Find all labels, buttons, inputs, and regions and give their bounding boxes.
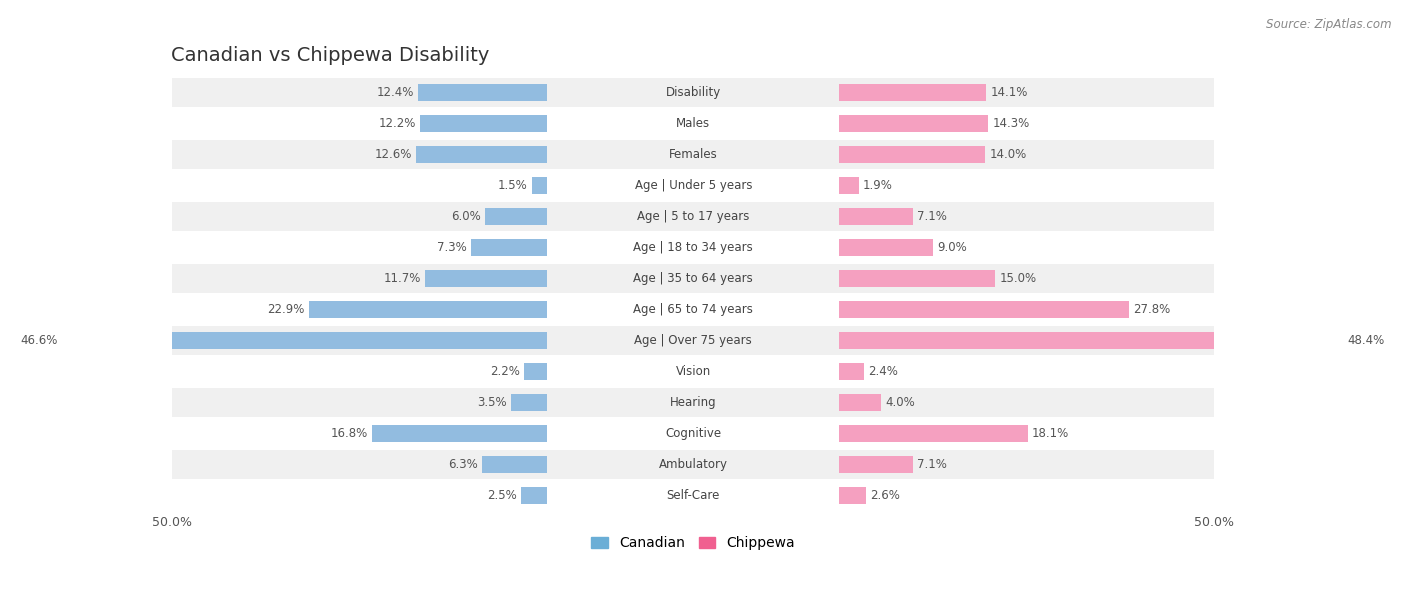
Bar <box>420 115 547 132</box>
Bar <box>839 394 880 411</box>
Bar <box>522 487 547 504</box>
Bar <box>471 239 547 256</box>
Bar <box>309 301 547 318</box>
Text: Age | 35 to 64 years: Age | 35 to 64 years <box>633 272 754 285</box>
Text: 2.6%: 2.6% <box>870 489 900 502</box>
Text: 12.4%: 12.4% <box>377 86 413 99</box>
Text: Vision: Vision <box>676 365 711 378</box>
Text: Age | 5 to 17 years: Age | 5 to 17 years <box>637 210 749 223</box>
Text: Males: Males <box>676 118 710 130</box>
Bar <box>173 356 1215 387</box>
Bar <box>839 425 1028 442</box>
Text: 9.0%: 9.0% <box>936 241 967 254</box>
Bar <box>173 232 1215 263</box>
Bar <box>173 449 1215 480</box>
Text: 6.3%: 6.3% <box>447 458 478 471</box>
Bar <box>173 418 1215 449</box>
Bar <box>373 425 547 442</box>
Bar <box>173 294 1215 325</box>
Text: Cognitive: Cognitive <box>665 427 721 440</box>
Text: 4.0%: 4.0% <box>884 396 915 409</box>
Bar <box>839 270 995 287</box>
Text: 7.1%: 7.1% <box>917 458 948 471</box>
Bar <box>418 84 547 101</box>
Text: 12.6%: 12.6% <box>374 148 412 161</box>
Text: Age | Over 75 years: Age | Over 75 years <box>634 334 752 347</box>
Bar <box>173 139 1215 170</box>
Text: 27.8%: 27.8% <box>1133 303 1170 316</box>
Text: 12.2%: 12.2% <box>378 118 416 130</box>
Bar <box>173 77 1215 108</box>
Text: 2.2%: 2.2% <box>491 365 520 378</box>
Bar <box>839 239 934 256</box>
Bar <box>173 387 1215 418</box>
Bar <box>839 487 866 504</box>
Text: Age | 18 to 34 years: Age | 18 to 34 years <box>633 241 754 254</box>
Bar <box>510 394 547 411</box>
Bar <box>173 325 1215 356</box>
Bar <box>173 201 1215 232</box>
Text: 14.3%: 14.3% <box>993 118 1029 130</box>
Text: 15.0%: 15.0% <box>1000 272 1036 285</box>
Text: 14.0%: 14.0% <box>990 148 1026 161</box>
Bar <box>531 177 547 194</box>
Text: 22.9%: 22.9% <box>267 303 305 316</box>
Bar <box>839 363 865 380</box>
Bar <box>839 177 859 194</box>
Bar <box>426 270 547 287</box>
Text: 6.0%: 6.0% <box>451 210 481 223</box>
Bar <box>482 456 547 472</box>
Text: 16.8%: 16.8% <box>330 427 368 440</box>
Bar <box>839 301 1129 318</box>
Text: Source: ZipAtlas.com: Source: ZipAtlas.com <box>1267 18 1392 31</box>
Text: 46.6%: 46.6% <box>20 334 58 347</box>
Text: 1.5%: 1.5% <box>498 179 527 192</box>
Bar <box>839 208 912 225</box>
Text: Ambulatory: Ambulatory <box>659 458 728 471</box>
Text: 2.4%: 2.4% <box>869 365 898 378</box>
Text: 2.5%: 2.5% <box>488 489 517 502</box>
Text: 48.4%: 48.4% <box>1348 334 1385 347</box>
Bar <box>173 170 1215 201</box>
Bar <box>524 363 547 380</box>
Text: Age | Under 5 years: Age | Under 5 years <box>634 179 752 192</box>
Text: 3.5%: 3.5% <box>477 396 506 409</box>
Text: Canadian vs Chippewa Disability: Canadian vs Chippewa Disability <box>172 46 489 65</box>
Bar <box>173 263 1215 294</box>
Bar <box>839 115 988 132</box>
Text: 1.9%: 1.9% <box>863 179 893 192</box>
Bar <box>839 332 1344 349</box>
Text: Age | 65 to 74 years: Age | 65 to 74 years <box>633 303 754 316</box>
Text: 18.1%: 18.1% <box>1032 427 1069 440</box>
Text: Hearing: Hearing <box>669 396 717 409</box>
Legend: Canadian, Chippewa: Canadian, Chippewa <box>586 531 801 556</box>
Text: 7.1%: 7.1% <box>917 210 948 223</box>
Bar <box>839 84 986 101</box>
Text: Disability: Disability <box>665 86 721 99</box>
Text: 14.1%: 14.1% <box>990 86 1028 99</box>
Bar <box>173 480 1215 510</box>
Bar <box>485 208 547 225</box>
Bar <box>416 146 547 163</box>
Text: Females: Females <box>669 148 717 161</box>
Bar <box>173 108 1215 139</box>
Text: 11.7%: 11.7% <box>384 272 422 285</box>
Text: 7.3%: 7.3% <box>437 241 467 254</box>
Text: Self-Care: Self-Care <box>666 489 720 502</box>
Bar <box>839 146 986 163</box>
Bar <box>839 456 912 472</box>
Bar <box>62 332 547 349</box>
